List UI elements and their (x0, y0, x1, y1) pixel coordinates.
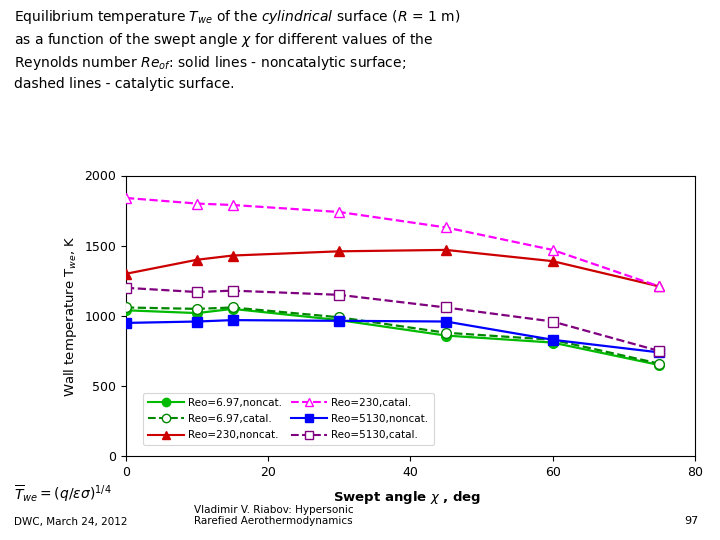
Text: $\overline{T}_{we} = (q/\varepsilon\sigma)^{1/4}$: $\overline{T}_{we} = (q/\varepsilon\sigm… (14, 483, 112, 504)
Text: DWC, March 24, 2012: DWC, March 24, 2012 (14, 516, 128, 526)
Legend: Reo=6.97,noncat., Reo=6.97,catal., Reo=230,noncat., Reo=230,catal., Reo=5130,non: Reo=6.97,noncat., Reo=6.97,catal., Reo=2… (143, 393, 433, 446)
Text: 97: 97 (684, 516, 698, 526)
Text: Vladimir V. Riabov: Hypersonic
Rarefied Aerothermodynamics: Vladimir V. Riabov: Hypersonic Rarefied … (194, 505, 354, 526)
Text: Swept angle $\chi$ , deg: Swept angle $\chi$ , deg (333, 489, 481, 505)
Y-axis label: Wall temperature T$_{we}$, K: Wall temperature T$_{we}$, K (62, 235, 79, 397)
Text: Equilibrium temperature $T_{we}$ of the $\it{cylindrical}$ surface ($R$ = 1 m)
a: Equilibrium temperature $T_{we}$ of the … (14, 8, 461, 91)
